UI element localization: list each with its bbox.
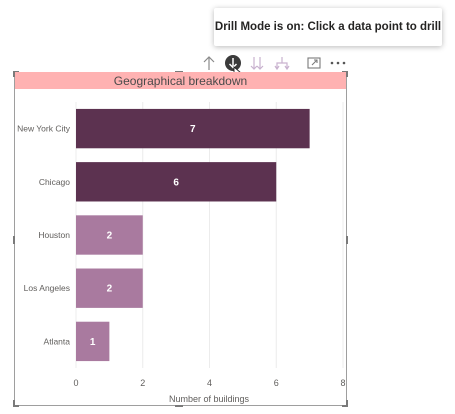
category-label-chicago: Chicago — [39, 177, 70, 187]
data-label-houston: 2 — [107, 231, 113, 242]
x-axis-title: Number of buildings — [169, 394, 250, 404]
resize-handle-top-left-v[interactable] — [13, 71, 15, 77]
category-labels: New York City Chicago Houston Los Angeles At… — [17, 124, 71, 347]
category-label-new-york-city: New York City — [17, 124, 71, 134]
bars — [76, 108, 310, 362]
data-label-atlanta: 1 — [90, 337, 96, 348]
visual-header-toolbar — [0, 0, 455, 80]
category-label-houston: Houston — [38, 230, 70, 240]
resize-handle-top-right-v[interactable] — [346, 71, 348, 77]
drill-up-icon[interactable] — [199, 53, 219, 73]
x-tick-8: 8 — [340, 378, 345, 388]
bar-new-york-city[interactable] — [76, 108, 310, 149]
x-tick-labels: 0 2 4 6 8 — [73, 378, 345, 388]
resize-handle-right[interactable] — [346, 236, 348, 244]
bar-houston[interactable] — [76, 215, 143, 255]
bar-los-angeles[interactable] — [76, 268, 143, 308]
focus-mode-icon[interactable] — [304, 53, 324, 73]
resize-handle-left[interactable] — [13, 236, 15, 244]
drill-down-icon[interactable] — [223, 53, 243, 78]
resize-handle-bottom[interactable] — [175, 405, 183, 407]
more-options-icon[interactable] — [328, 53, 348, 73]
x-tick-6: 6 — [274, 378, 279, 388]
expand-next-level-icon[interactable] — [247, 53, 267, 73]
category-label-atlanta: Atlanta — [44, 336, 71, 346]
resize-handle-bottom-right[interactable] — [342, 405, 348, 407]
x-tick-0: 0 — [73, 378, 78, 388]
data-label-los-angeles: 2 — [107, 284, 113, 295]
x-tick-4: 4 — [207, 378, 212, 388]
data-labels: 7 6 2 2 1 — [90, 124, 196, 348]
bar-chicago[interactable] — [76, 162, 277, 202]
x-tick-2: 2 — [140, 378, 145, 388]
data-label-chicago: 6 — [173, 177, 179, 188]
resize-handle-bottom-right-v[interactable] — [346, 400, 348, 406]
expand-hierarchy-icon[interactable] — [272, 53, 292, 73]
resize-handle-bottom-left-v[interactable] — [13, 400, 15, 406]
bar-atlanta[interactable] — [76, 321, 110, 362]
category-label-los-angeles: Los Angeles — [24, 283, 70, 293]
drill-mode-tooltip: Drill Mode is on: Click a data point to … — [214, 8, 442, 46]
chart-title: Geographical breakdown — [15, 72, 346, 89]
data-label-new-york-city: 7 — [190, 124, 196, 135]
resize-handle-bottom-left[interactable] — [13, 405, 19, 407]
